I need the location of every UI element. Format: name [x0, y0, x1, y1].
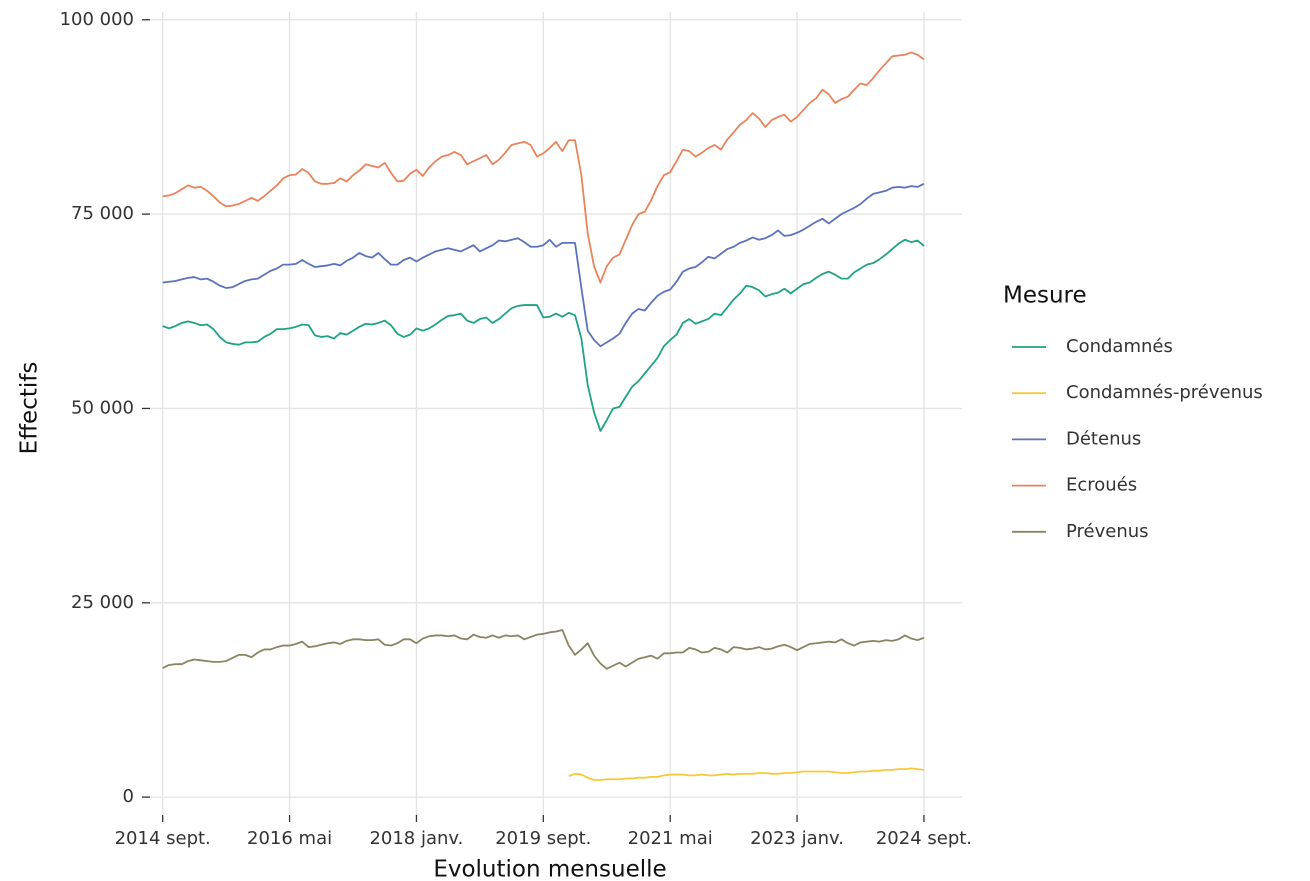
- series-line: [162, 238, 925, 432]
- series-line: [568, 767, 925, 781]
- legend-label: Condamnés-prévenus: [1066, 382, 1263, 403]
- legend-title: Mesure: [1003, 283, 1087, 309]
- y-tick-label: 75 000: [71, 203, 134, 224]
- x-tick-label: 2023 janv.: [750, 828, 844, 849]
- y-tick-label: 100 000: [60, 9, 134, 30]
- x-tick-label: 2016 mai: [247, 828, 332, 849]
- series-line: [162, 51, 925, 284]
- y-tick-label: 50 000: [71, 397, 134, 418]
- x-tick-label: 2024 sept.: [876, 828, 972, 849]
- legend-label: Ecroués: [1066, 475, 1137, 496]
- legend-label: Condamnés: [1066, 336, 1173, 357]
- series-line: [162, 182, 925, 348]
- x-tick-label: 2014 sept.: [115, 828, 211, 849]
- x-tick-label: 2019 sept.: [495, 828, 591, 849]
- y-axis-title: Effectifs: [17, 362, 43, 455]
- y-tick-label: 0: [123, 786, 134, 807]
- legend-label: Prévenus: [1066, 521, 1149, 542]
- legend-label: Détenus: [1066, 428, 1141, 449]
- x-tick-label: 2018 janv.: [369, 828, 463, 849]
- series-line: [162, 629, 925, 670]
- x-axis-title: Evolution mensuelle: [433, 857, 666, 881]
- x-tick-label: 2021 mai: [628, 828, 713, 849]
- y-tick-label: 25 000: [71, 592, 134, 613]
